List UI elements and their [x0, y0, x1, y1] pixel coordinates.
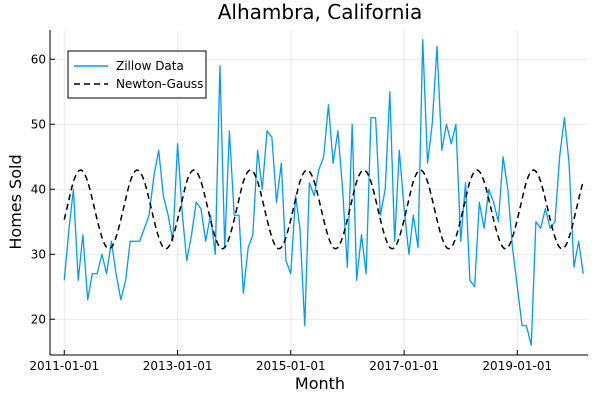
legend-label-zillow: Zillow Data — [116, 59, 184, 73]
y-tick-label: 40 — [31, 182, 46, 196]
y-tick-label: 20 — [31, 312, 46, 326]
x-tick-label: 2013-01-01 — [143, 359, 213, 373]
x-axis-label: Month — [295, 374, 345, 393]
y-tick-label: 50 — [31, 117, 46, 131]
x-tick-label: 2015-01-01 — [256, 359, 326, 373]
x-tick-label: 2011-01-01 — [29, 359, 99, 373]
legend-box — [67, 50, 207, 99]
x-tick-label: 2017-01-01 — [369, 359, 439, 373]
y-tick-label: 30 — [31, 247, 46, 261]
grid-layer — [50, 30, 588, 355]
axes-layer — [49, 30, 588, 356]
x-tick-label: 2019-01-01 — [482, 359, 552, 373]
legend: Zillow Data Newton-Gauss — [67, 50, 207, 99]
series-line-newton-gauss — [63, 169, 584, 250]
series-line-zillow — [63, 39, 584, 346]
series-layer — [63, 39, 584, 346]
chart-title: Alhambra, California — [218, 0, 423, 24]
y-tick-label: 60 — [31, 52, 46, 66]
legend-label-newton-gauss: Newton-Gauss — [116, 77, 203, 91]
y-axis-label: Homes Sold — [6, 154, 25, 249]
ticks-layer: 2011-01-01 2013-01-01 2015-01-01 2017-01-01… — [29, 52, 552, 373]
